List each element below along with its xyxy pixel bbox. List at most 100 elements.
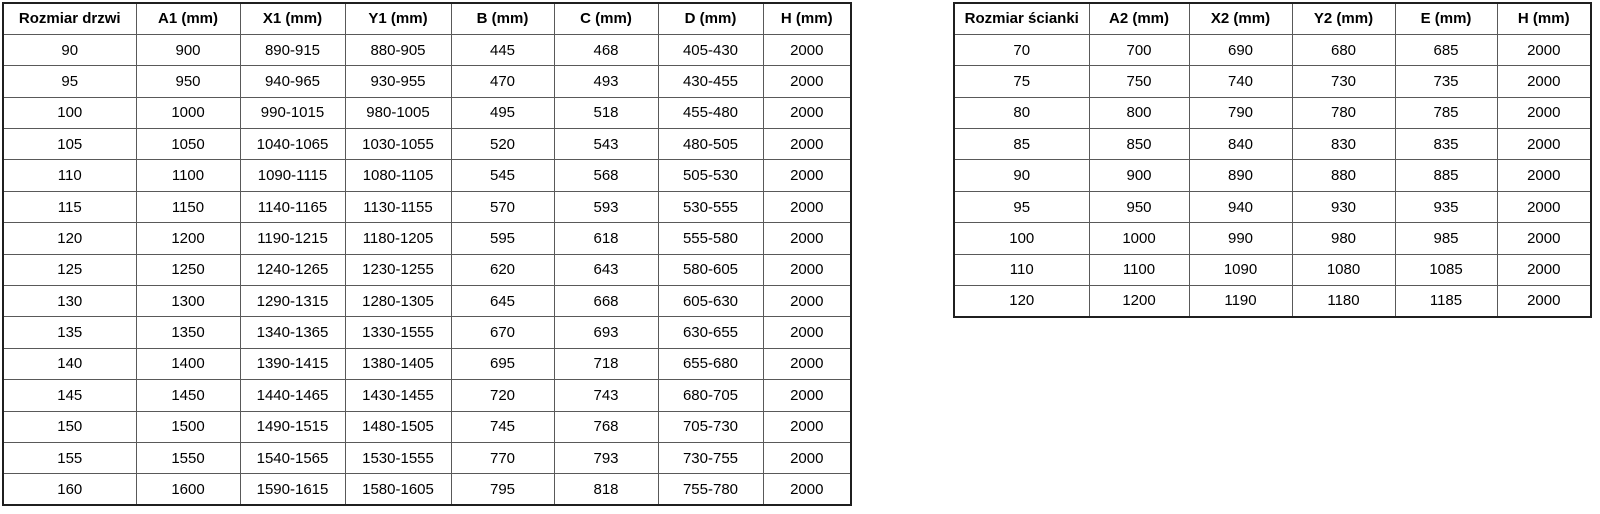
table-cell: 935 (1394, 190, 1498, 224)
table-cell: 1600 (135, 473, 241, 506)
table-cell: 1290-1315 (239, 285, 346, 318)
table-cell: 950 (1088, 190, 1190, 224)
table-cell: 980 (1291, 222, 1396, 255)
table-cell: 2000 (762, 473, 852, 506)
table-cell: 1540-1565 (239, 441, 346, 475)
table-cell: 840 (1188, 128, 1293, 161)
table-cell: 568 (553, 159, 659, 192)
table-cell: 680 (1291, 33, 1396, 67)
header-row: Rozmiar ścianki A2 (mm) X2 (mm) Y2 (mm) E (m… (953, 2, 1592, 35)
table-cell: 405-430 (657, 33, 764, 67)
table-row: 150 1500 1490-1515 1480-1505 745 768 705-730 20… (2, 410, 852, 443)
table-row: 105 1050 1040-1065 1030-1055 520 543 480-505 20… (2, 128, 852, 161)
table-row: 130 1300 1290-1315 1280-1305 645 668 605-630 20… (2, 285, 852, 318)
column-header: Y1 (mm) (344, 2, 452, 35)
table-cell: 670 (450, 316, 555, 349)
table-row: 140 1400 1390-1415 1380-1405 695 718 655-680 20… (2, 347, 852, 381)
table-cell: 718 (553, 347, 659, 381)
table-cell: 2000 (762, 96, 852, 130)
table-cell: 150 (2, 410, 137, 443)
table-cell: 668 (553, 285, 659, 318)
table-cell: 1000 (1088, 222, 1190, 255)
table-row: 95 950 940-965 930-955 470 493 430-455 2000 (2, 65, 852, 98)
table-cell: 595 (450, 222, 555, 255)
table-cell: 630-655 (657, 316, 764, 349)
table-cell: 2000 (762, 379, 852, 412)
column-header: B (mm) (450, 2, 555, 35)
column-header: E (mm) (1394, 2, 1498, 35)
table-cell: 743 (553, 379, 659, 412)
table-cell: 2000 (762, 316, 852, 349)
table-cell: 2000 (762, 410, 852, 443)
table-cell: 130 (2, 285, 137, 318)
table-row: 155 1550 1540-1565 1530-1555 770 793 730-755 20… (2, 441, 852, 475)
table-row: 160 1600 1590-1615 1580-1605 795 818 755-780 20… (2, 473, 852, 506)
table-cell: 1180 (1291, 285, 1396, 318)
column-header: Rozmiar ścianki (953, 2, 1090, 35)
table-cell: 880-905 (344, 33, 452, 67)
table-cell: 1330-1555 (344, 316, 452, 349)
table-cell: 580-605 (657, 253, 764, 287)
table-cell: 110 (2, 159, 137, 192)
table-cell: 618 (553, 222, 659, 255)
table-cell: 620 (450, 253, 555, 287)
column-header: A1 (mm) (135, 2, 241, 35)
table-cell: 1140-1165 (239, 190, 346, 224)
wall-size-table: Rozmiar ścianki A2 (mm) X2 (mm) Y2 (mm) E (m… (953, 2, 1592, 318)
table-cell: 470 (450, 65, 555, 98)
table-row: 100 1000 990-1015 980-1005 495 518 455-480 2000 (2, 96, 852, 130)
table-cell: 120 (2, 222, 137, 255)
table-cell: 735 (1394, 65, 1498, 98)
table-row: 100 1000 990 980 985 2000 (953, 222, 1592, 255)
table-cell: 160 (2, 473, 137, 506)
table-cell: 70 (953, 33, 1090, 67)
column-header: H (mm) (1496, 2, 1592, 35)
table-cell: 1250 (135, 253, 241, 287)
table-cell: 570 (450, 190, 555, 224)
table-cell: 793 (553, 441, 659, 475)
table-cell: 940-965 (239, 65, 346, 98)
column-header: C (mm) (553, 2, 659, 35)
table-cell: 1100 (135, 159, 241, 192)
table-cell: 85 (953, 128, 1090, 161)
table-row: 95 950 940 930 935 2000 (953, 190, 1592, 224)
table-cell: 1400 (135, 347, 241, 381)
table-cell: 795 (450, 473, 555, 506)
table-cell: 990-1015 (239, 96, 346, 130)
table-cell: 605-630 (657, 285, 764, 318)
table-cell: 1090 (1188, 253, 1293, 287)
table-cell: 900 (1088, 159, 1190, 192)
table-cell: 1430-1455 (344, 379, 452, 412)
table-cell: 100 (953, 222, 1090, 255)
table-cell: 885 (1394, 159, 1498, 192)
table-cell: 680-705 (657, 379, 764, 412)
column-header: D (mm) (657, 2, 764, 35)
table-cell: 930 (1291, 190, 1396, 224)
table-cell: 140 (2, 347, 137, 381)
column-header: X2 (mm) (1188, 2, 1293, 35)
table-cell: 900 (135, 33, 241, 67)
table-cell: 468 (553, 33, 659, 67)
table-cell: 155 (2, 441, 137, 475)
table-row: 125 1250 1240-1265 1230-1255 620 643 580-605 20… (2, 253, 852, 287)
table-cell: 115 (2, 190, 137, 224)
table-cell: 690 (1188, 33, 1293, 67)
table-cell: 80 (953, 96, 1090, 130)
table-cell: 818 (553, 473, 659, 506)
table-cell: 75 (953, 65, 1090, 98)
table-cell: 2000 (1496, 190, 1592, 224)
table-cell: 990 (1188, 222, 1293, 255)
table-cell: 1130-1155 (344, 190, 452, 224)
table-cell: 785 (1394, 96, 1498, 130)
table-cell: 1380-1405 (344, 347, 452, 381)
table-cell: 1480-1505 (344, 410, 452, 443)
table-cell: 745 (450, 410, 555, 443)
table-cell: 2000 (1496, 96, 1592, 130)
table-cell: 830 (1291, 128, 1396, 161)
table-cell: 1200 (1088, 285, 1190, 318)
table-cell: 950 (135, 65, 241, 98)
table-cell: 890-915 (239, 33, 346, 67)
table-row: 135 1350 1340-1365 1330-1555 670 693 630-655 20… (2, 316, 852, 349)
table-cell: 1040-1065 (239, 128, 346, 161)
